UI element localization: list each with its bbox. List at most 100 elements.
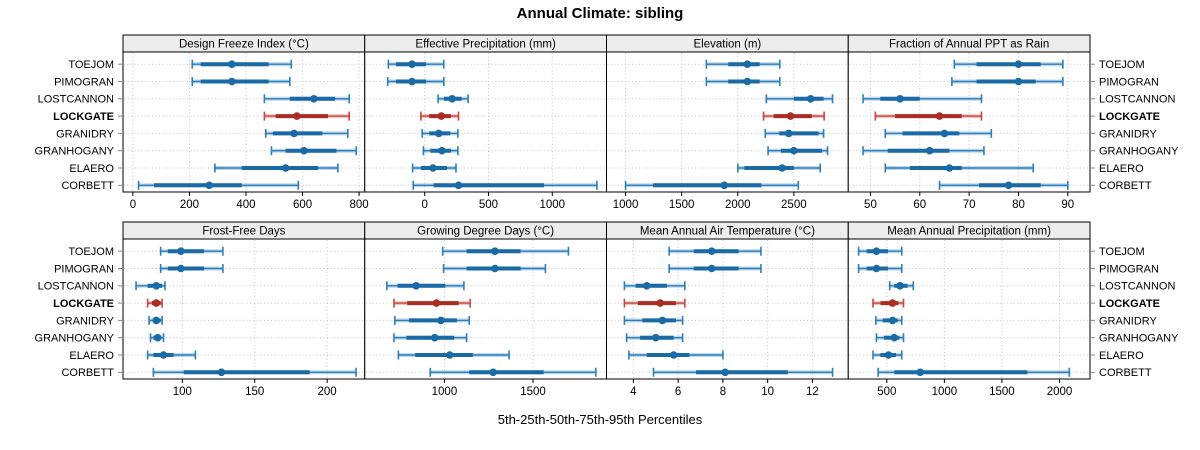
median-dot bbox=[806, 95, 815, 103]
x-tick-label: 0 bbox=[422, 199, 428, 211]
series-corbett bbox=[877, 367, 1071, 377]
station-label-left: LOSTCANNON bbox=[38, 281, 114, 293]
series-toejom bbox=[705, 59, 781, 69]
median-dot bbox=[707, 264, 716, 273]
station-label-left: GRANHOGANY bbox=[35, 146, 115, 158]
series-toejom bbox=[387, 59, 445, 69]
x-tick-label: 200 bbox=[180, 199, 199, 211]
median-dot bbox=[656, 299, 665, 307]
median-dot bbox=[491, 247, 499, 255]
median-dot bbox=[228, 60, 236, 68]
median-dot bbox=[437, 112, 446, 120]
panel-box bbox=[606, 51, 849, 193]
station-label-left: ELAERO bbox=[69, 163, 114, 175]
median-dot bbox=[743, 77, 752, 86]
series-granidry bbox=[764, 128, 825, 138]
series-corbett bbox=[412, 180, 598, 190]
x-tick-label: 50 bbox=[864, 199, 877, 211]
x-tick-label: 10 bbox=[761, 386, 774, 398]
x-tick-label: 1000 bbox=[432, 386, 458, 398]
series-granhogany bbox=[422, 146, 459, 156]
median-dot bbox=[438, 146, 446, 155]
median-dot bbox=[1014, 77, 1023, 86]
station-label-right: TOEJOM bbox=[1099, 246, 1145, 258]
series-lostcannon bbox=[765, 94, 834, 104]
x-tick-label: 2000 bbox=[725, 199, 751, 211]
x-tick-label: 1000 bbox=[613, 199, 639, 211]
x-tick-label: 400 bbox=[236, 199, 255, 211]
median-dot bbox=[940, 129, 949, 138]
series-granhogany bbox=[149, 333, 165, 343]
median-dot bbox=[228, 77, 236, 86]
x-tick-label: 1500 bbox=[520, 386, 546, 398]
panel-box bbox=[364, 238, 607, 380]
strip-title: Mean Annual Air Temperature (°C) bbox=[640, 226, 815, 238]
station-label-left: LOSTCANNON bbox=[38, 94, 114, 106]
median-dot bbox=[935, 112, 944, 120]
series-granidry bbox=[264, 128, 349, 138]
median-dot bbox=[778, 164, 786, 172]
x-tick-label: 2500 bbox=[781, 199, 807, 211]
station-label-left: GRANIDRY bbox=[56, 128, 115, 140]
x-tick-label: 1000 bbox=[539, 199, 565, 211]
median-dot bbox=[177, 264, 185, 273]
median-dot bbox=[448, 95, 456, 103]
median-dot bbox=[916, 368, 924, 377]
median-dot bbox=[872, 264, 881, 273]
station-label-left: PIMOGRAN bbox=[54, 263, 114, 275]
panel-box bbox=[122, 238, 366, 380]
series-pimogran bbox=[857, 264, 903, 273]
median-dot bbox=[432, 299, 441, 307]
x-tick-label: 0 bbox=[130, 199, 136, 211]
x-tick-label: 150 bbox=[245, 386, 264, 398]
series-granidry bbox=[884, 128, 993, 138]
panel-6: Mean Annual Air Temperature (°C) 4 6 8 10 12 bbox=[606, 221, 849, 398]
series-pimogran bbox=[951, 77, 1064, 86]
chart-title: Annual Climate: sibling bbox=[516, 5, 684, 22]
series-corbett bbox=[137, 180, 300, 190]
x-tick-label: 1500 bbox=[989, 386, 1015, 398]
station-label-right: GRANIDRY bbox=[1099, 315, 1158, 327]
series-lostcannon bbox=[437, 94, 469, 104]
station-label-right: LOCKGATE bbox=[1099, 298, 1160, 310]
median-dot bbox=[743, 60, 752, 68]
x-tick-label: 12 bbox=[806, 386, 819, 398]
median-dot bbox=[412, 282, 420, 290]
median-dot bbox=[429, 164, 437, 172]
station-label-left: TOEJOM bbox=[68, 246, 114, 258]
x-tick-label: 90 bbox=[1061, 199, 1074, 211]
median-dot bbox=[1004, 181, 1013, 190]
median-dot bbox=[784, 129, 793, 138]
series-elaero bbox=[628, 350, 724, 360]
median-dot bbox=[896, 95, 904, 103]
series-pimogran bbox=[442, 264, 547, 273]
series-granhogany bbox=[767, 146, 829, 156]
median-dot bbox=[651, 333, 660, 342]
series-toejom bbox=[159, 246, 224, 256]
median-dot bbox=[310, 95, 318, 103]
series-granhogany bbox=[393, 333, 468, 343]
station-label-right: GRANHOGANY bbox=[1099, 333, 1179, 345]
median-dot bbox=[454, 181, 463, 190]
station-label-left: ELAERO bbox=[69, 350, 114, 362]
x-tick-label: 70 bbox=[963, 199, 976, 211]
panel-box bbox=[364, 51, 607, 193]
series-lockgate bbox=[762, 111, 825, 121]
series-toejom bbox=[191, 59, 293, 69]
station-label-right: LOCKGATE bbox=[1099, 111, 1160, 123]
strip-title: Fraction of Annual PPT as Rain bbox=[889, 39, 1049, 51]
median-dot bbox=[790, 146, 798, 155]
median-dot bbox=[205, 181, 214, 190]
panel-0: Design Freeze Index (°C) 0 200 400 600 800 TOE… bbox=[35, 34, 369, 211]
x-tick-label: 6 bbox=[675, 386, 681, 398]
series-corbett bbox=[152, 367, 357, 377]
series-toejom bbox=[668, 246, 762, 256]
strip-title: Design Freeze Index (°C) bbox=[179, 39, 309, 51]
station-label-right: CORBETT bbox=[1099, 367, 1152, 379]
series-corbett bbox=[938, 180, 1069, 190]
series-lockgate bbox=[420, 111, 460, 121]
station-label-left: LOCKGATE bbox=[53, 298, 114, 310]
median-dot bbox=[884, 351, 893, 359]
series-elaero bbox=[397, 350, 510, 360]
